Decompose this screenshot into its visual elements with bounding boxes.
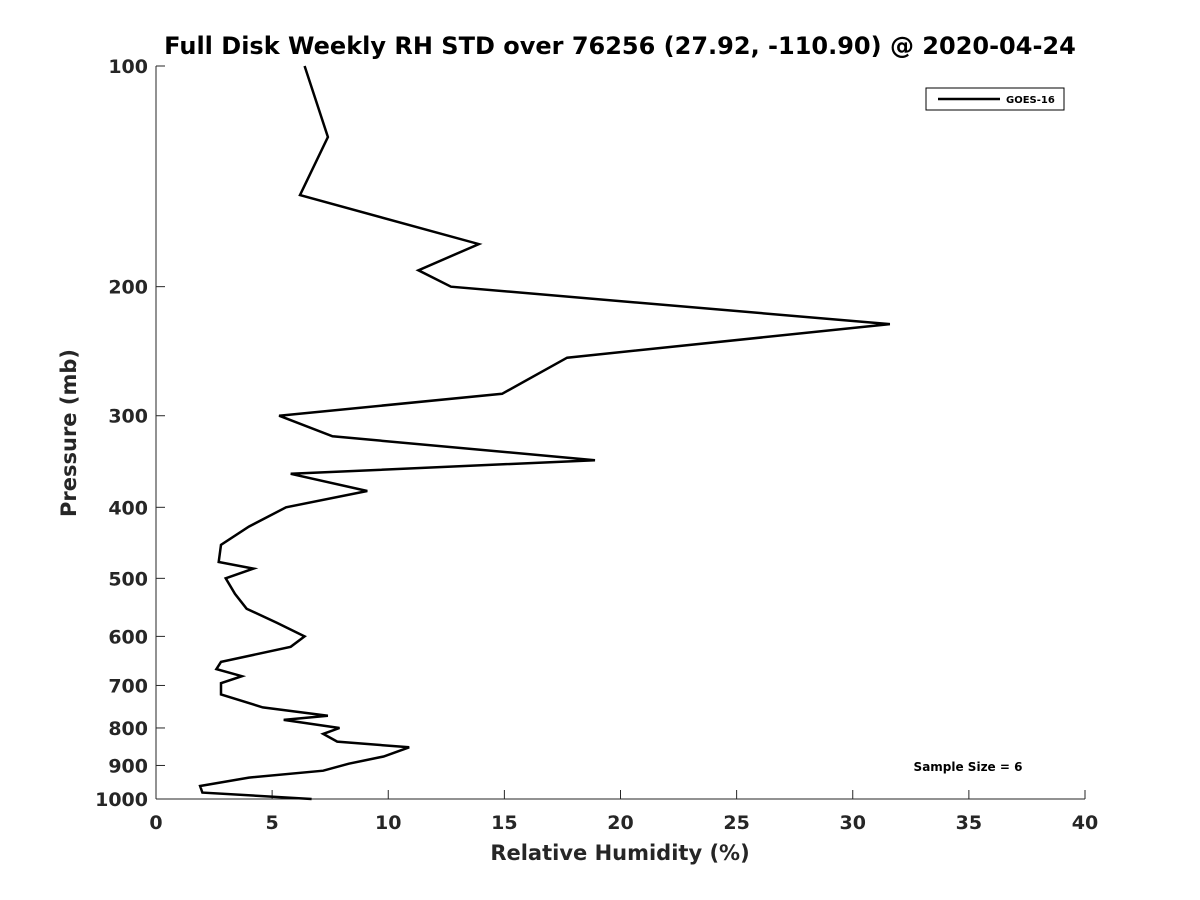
- legend-entry-goes16: GOES-16: [1006, 95, 1055, 106]
- x-tick-label: 5: [266, 812, 279, 834]
- series-line-goes16: [198, 65, 891, 801]
- x-tick-label: 0: [149, 812, 162, 834]
- x-tick-label: 25: [723, 812, 749, 834]
- y-tick-label: 100: [108, 56, 148, 78]
- chart-title: Full Disk Weekly RH STD over 76256 (27.9…: [164, 32, 1076, 60]
- y-tick-label: 300: [108, 406, 148, 428]
- sample-size-annotation: Sample Size = 6: [914, 760, 1023, 774]
- y-tick-label: 400: [108, 497, 148, 519]
- y-tick-label: 600: [108, 626, 148, 648]
- legend: GOES-16: [925, 87, 1065, 111]
- x-tick-label: 20: [607, 812, 633, 834]
- x-tick-label: 35: [956, 812, 982, 834]
- x-tick-label: 10: [375, 812, 401, 834]
- y-tick-label: 700: [108, 675, 148, 697]
- x-tick-label: 30: [840, 812, 866, 834]
- plot-area: [198, 65, 891, 801]
- x-tick-label: 40: [1072, 812, 1098, 834]
- y-tick-label: 900: [108, 755, 148, 777]
- y-tick-label: 200: [108, 277, 148, 299]
- y-tick-label: 800: [108, 718, 148, 740]
- axes: 0 5 10 15 20 25 30 35 40 100 200 300 400 500 600 700 800…: [95, 56, 1098, 834]
- x-tick-label: 15: [491, 812, 517, 834]
- y-tick-label: 500: [108, 568, 148, 590]
- x-axis-label: Relative Humidity (%): [490, 841, 749, 865]
- y-tick-label: 1000: [95, 789, 148, 811]
- y-axis-label: Pressure (mb): [57, 349, 81, 517]
